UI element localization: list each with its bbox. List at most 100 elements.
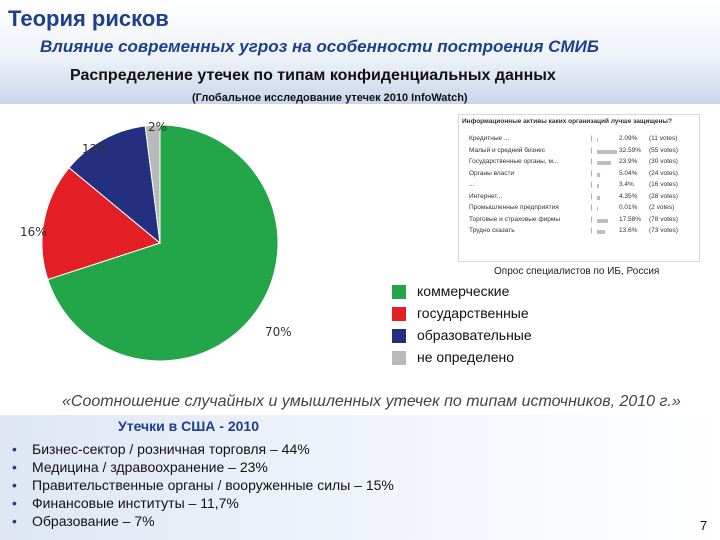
survey-title: Информационные активы каких организаций … bbox=[462, 118, 672, 125]
survey-row-label: Трудно сказать bbox=[469, 227, 515, 234]
chart-subtitle: (Глобальное исследование утечек 2010 Inf… bbox=[192, 92, 468, 104]
survey-row-divider: | bbox=[591, 159, 593, 165]
survey-row-divider: | bbox=[591, 193, 593, 200]
survey-row-label: Кредитные ... bbox=[469, 135, 510, 142]
survey-row-percent: 0.01% bbox=[619, 204, 638, 211]
page-number: 7 bbox=[700, 518, 708, 533]
survey-row-votes: (11 votes) bbox=[649, 135, 678, 142]
bullet-icon: • bbox=[12, 459, 17, 475]
survey-row-votes: (2 votes) bbox=[649, 204, 675, 211]
survey-row: Кредитные ... | 2.09% (11 votes) bbox=[469, 135, 695, 147]
survey-row-bar bbox=[597, 218, 608, 223]
legend-label: государственные bbox=[417, 305, 529, 321]
list-item: • Бизнес-сектор / розничная торговля – 44… bbox=[12, 441, 394, 459]
pie-slice-2 bbox=[68, 125, 161, 245]
survey-row-votes: (24 votes) bbox=[649, 169, 678, 177]
survey-row: Органы власти | 5.04% (24 votes) bbox=[469, 170, 695, 182]
list-item: • Правительственные органы / вооруженные … bbox=[12, 477, 394, 495]
list-item-text: Медицина / здравоохранение – 23% bbox=[32, 459, 268, 475]
page-title: Теория рисков bbox=[8, 6, 169, 31]
survey-row-label: Торговые и страховые фирмы bbox=[469, 215, 561, 223]
survey-row-bar bbox=[597, 149, 617, 154]
survey-row: Трудно сказать | 13.6% (73 votes) bbox=[469, 227, 695, 239]
survey-row-votes: (55 votes) bbox=[649, 146, 678, 154]
list-item-text: Правительственные органы / вооруженные с… bbox=[32, 477, 394, 493]
survey-row-divider: | bbox=[591, 147, 593, 154]
pie-chart bbox=[41, 124, 279, 362]
survey-row-bar bbox=[597, 230, 606, 234]
pie-slice-3 bbox=[144, 124, 161, 244]
survey-row-votes: (28 votes) bbox=[649, 192, 678, 200]
usa-section bbox=[0, 415, 720, 540]
survey-inset: Информационные активы каких организаций … bbox=[458, 114, 700, 262]
legend-label: коммерческие bbox=[417, 283, 510, 299]
survey-row: ... | 3.4% (16 votes) bbox=[469, 181, 695, 193]
survey-row-bar bbox=[597, 172, 601, 177]
survey-row-bar bbox=[597, 138, 599, 142]
survey-row-percent: 2.09% bbox=[619, 135, 638, 142]
survey-row-label: Промышленные предприятия bbox=[469, 204, 559, 211]
survey-row-percent: 4.35% bbox=[619, 192, 638, 200]
survey-row-divider: | bbox=[591, 205, 593, 211]
survey-row-votes: (78 votes) bbox=[649, 215, 678, 223]
survey-row-bar bbox=[597, 195, 600, 200]
bullet-icon: • bbox=[12, 477, 17, 493]
legend-label: образовательные bbox=[417, 327, 532, 343]
survey-row-divider: | bbox=[591, 136, 593, 142]
pie-slice-label-0: 70% bbox=[265, 325, 292, 339]
survey-caption: Опрос специалистов по ИБ, Россия bbox=[494, 266, 660, 277]
survey-row-percent: 5.04% bbox=[619, 169, 638, 177]
legend-swatch bbox=[392, 351, 406, 365]
survey-row-divider: | bbox=[591, 170, 593, 177]
survey-row-label: Малый и средний бизнес bbox=[469, 146, 546, 154]
survey-row-percent: 32.59% bbox=[619, 146, 642, 154]
pie-slice-label-3: 2% bbox=[148, 120, 168, 134]
list-item-text: Образование – 7% bbox=[32, 513, 155, 529]
survey-row: Малый и средний бизнес | 32.59% (55 votes) bbox=[469, 147, 695, 159]
list-item: • Образование – 7% bbox=[12, 513, 394, 531]
survey-row-divider: | bbox=[591, 216, 593, 223]
list-item-text: Бизнес-сектор / розничная торговля – 44% bbox=[32, 441, 310, 457]
section-quote: «Соотношение случайных и умышленных утеч… bbox=[62, 393, 681, 410]
legend-label: не определено bbox=[417, 349, 515, 365]
survey-row-percent: 3.4% bbox=[619, 181, 634, 188]
survey-row: Государственные органы, м... | 23.9% (30 vo… bbox=[469, 158, 695, 170]
survey-row-label: Интернет... bbox=[469, 192, 503, 200]
chart-title: Распределение утечек по типам конфиденци… bbox=[70, 67, 556, 84]
legend-swatch bbox=[392, 285, 406, 299]
survey-row: Интернет... | 4.35% (28 votes) bbox=[469, 193, 695, 205]
survey-row-bar bbox=[597, 161, 612, 165]
bullet-icon: • bbox=[12, 495, 17, 511]
survey-row-percent: 17.58% bbox=[619, 215, 642, 223]
survey-row-bar bbox=[597, 207, 598, 211]
survey-row: Промышленные предприятия | 0.01% (2 votes) bbox=[469, 204, 695, 216]
pie-slice-0 bbox=[47, 124, 279, 362]
legend-swatch bbox=[392, 307, 406, 321]
survey-row-label: Государственные органы, м... bbox=[469, 158, 559, 165]
usa-list: • Бизнес-сектор / розничная торговля – 44… bbox=[12, 441, 394, 531]
list-item: • Медицина / здравоохранение – 23% bbox=[12, 459, 394, 477]
survey-row-votes: (16 votes) bbox=[649, 181, 678, 188]
survey-row-divider: | bbox=[591, 182, 593, 188]
list-item: • Финансовые институты – 11,7% bbox=[12, 495, 394, 513]
page-subtitle: Влияние современных угроз на особенности… bbox=[40, 37, 599, 56]
survey-row-label: ... bbox=[469, 181, 475, 188]
survey-row-percent: 23.9% bbox=[619, 158, 638, 165]
legend-swatch bbox=[392, 329, 406, 343]
pie-slice-label-2: 12% bbox=[82, 142, 109, 156]
list-item-text: Финансовые институты – 11,7% bbox=[32, 495, 239, 511]
survey-row-votes: (73 votes) bbox=[649, 227, 678, 234]
survey-row-votes: (30 votes) bbox=[649, 158, 678, 165]
pie-slice-1 bbox=[41, 167, 162, 281]
usa-title: Утечки в США - 2010 bbox=[118, 418, 260, 434]
survey-row-percent: 13.6% bbox=[619, 227, 638, 234]
pie-slice-label-1: 16% bbox=[20, 225, 47, 239]
survey-row: Торговые и страховые фирмы | 17.58% (78 vot… bbox=[469, 216, 695, 228]
survey-row-label: Органы власти bbox=[469, 169, 515, 177]
header-banner bbox=[0, 0, 720, 104]
survey-row-divider: | bbox=[591, 228, 593, 234]
bullet-icon: • bbox=[12, 441, 17, 457]
survey-row-bar bbox=[597, 184, 600, 188]
survey-rows: Кредитные ... | 2.09% (11 votes) Малый и сре… bbox=[469, 135, 695, 239]
bullet-icon: • bbox=[12, 513, 17, 529]
